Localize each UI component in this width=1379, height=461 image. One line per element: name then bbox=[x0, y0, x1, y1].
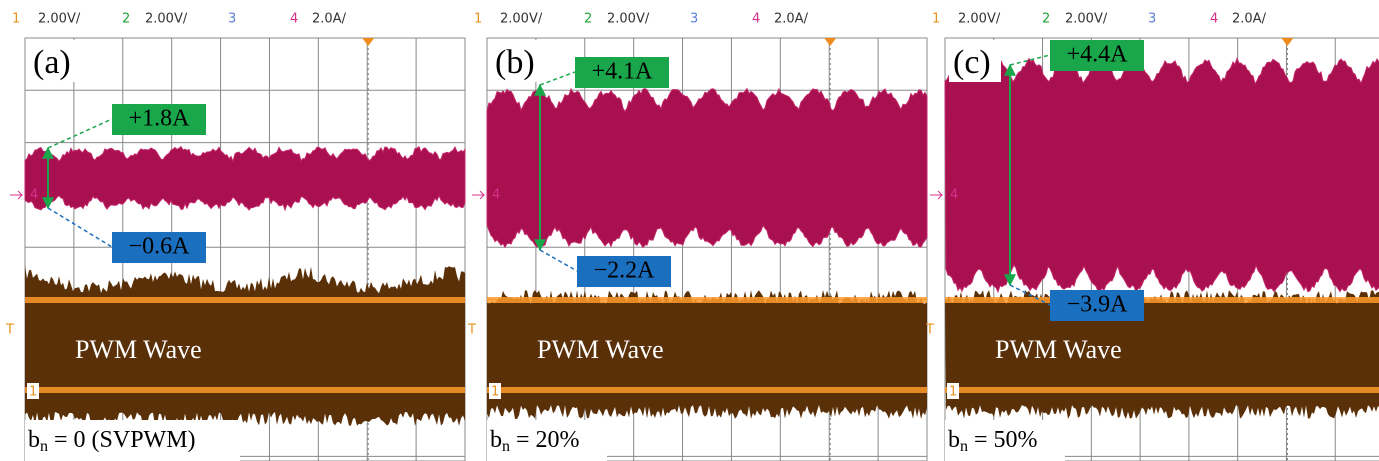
min-current: −0.6A bbox=[129, 234, 191, 260]
panel-label: (a) bbox=[33, 44, 71, 81]
ch4-arrow bbox=[10, 191, 22, 199]
max-current: +4.1A bbox=[592, 59, 654, 85]
wave-label: PWM Wave bbox=[537, 335, 664, 364]
ch1-marker: 1 bbox=[491, 385, 499, 400]
header-ch2-scale: 2.00V/ bbox=[145, 12, 188, 27]
pwm-level bbox=[25, 387, 465, 393]
header-ch3: 3 bbox=[1148, 12, 1156, 27]
header-ch1: 1 bbox=[474, 12, 482, 27]
header-ch2: 2 bbox=[584, 12, 592, 27]
scope-panel: 1 2.00V/2 2.00V/3 4 2.0A/4 T 1 (a) +1.8A −0.6A PWM… bbox=[5, 12, 465, 461]
bn-value: = 50% bbox=[968, 427, 1038, 453]
ch1-marker: 1 bbox=[29, 385, 37, 400]
max-current: +4.4A bbox=[1067, 42, 1129, 68]
current-wave bbox=[487, 89, 927, 248]
header-ch1: 1 bbox=[932, 12, 940, 27]
header-ch1: 1 bbox=[12, 12, 20, 27]
header-ch3: 3 bbox=[690, 12, 698, 27]
figure: 1 2.00V/2 2.00V/3 4 2.0A/4 T 1 (a) +1.8A −0.6A PWM… bbox=[0, 0, 1379, 461]
ch1-marker: 1 bbox=[949, 385, 957, 400]
bn-subscript: n bbox=[502, 438, 510, 455]
wave-label: PWM Wave bbox=[75, 335, 202, 364]
header-ch2-scale: 2.00V/ bbox=[607, 12, 650, 27]
bn-value: = 0 (SVPWM) bbox=[48, 427, 196, 453]
current-wave bbox=[25, 147, 465, 210]
max-current: +1.8A bbox=[129, 106, 191, 132]
scope-panel: 1 2.00V/2 2.00V/3 4 2.0A/4 T 1 (b) +4.1A −2.2A PWM… bbox=[467, 12, 927, 461]
header-ch1-scale: 2.00V/ bbox=[38, 12, 81, 27]
header-ch4-scale: 2.0A/ bbox=[1232, 12, 1267, 27]
bn-subscript: n bbox=[40, 438, 48, 455]
bn-symbol: b bbox=[28, 427, 40, 453]
pwm-level bbox=[487, 387, 927, 393]
min-current: −3.9A bbox=[1067, 292, 1129, 318]
header-ch1-scale: 2.00V/ bbox=[958, 12, 1001, 27]
header-ch2-scale: 2.00V/ bbox=[1065, 12, 1108, 27]
pwm-level bbox=[487, 297, 927, 303]
bn-label: bn = 0 (SVPWM) bbox=[28, 427, 196, 455]
ch4-arrow bbox=[930, 191, 942, 199]
ch4-marker: 4 bbox=[30, 188, 38, 203]
header-ch1-scale: 2.00V/ bbox=[500, 12, 543, 27]
bn-symbol: b bbox=[948, 427, 960, 453]
header-ch4: 4 bbox=[1210, 12, 1218, 27]
pwm-level bbox=[945, 297, 1379, 303]
bn-symbol: b bbox=[490, 427, 502, 453]
pwm-level bbox=[25, 297, 465, 303]
bn-subscript: n bbox=[960, 438, 968, 455]
ch4-arrow bbox=[472, 191, 484, 199]
pwm-level bbox=[945, 387, 1379, 393]
header-ch2: 2 bbox=[122, 12, 130, 27]
trigger-marker-label: T bbox=[467, 323, 476, 338]
bn-value: = 20% bbox=[510, 427, 580, 453]
header-ch3: 3 bbox=[228, 12, 236, 27]
wave-label: PWM Wave bbox=[995, 335, 1122, 364]
min-current: −2.2A bbox=[594, 258, 656, 284]
ch4-marker: 4 bbox=[492, 188, 500, 203]
panel-label: (b) bbox=[495, 44, 535, 81]
trigger-marker-label: T bbox=[5, 323, 14, 338]
panel-label: (c) bbox=[953, 44, 991, 81]
ch4-marker: 4 bbox=[950, 188, 958, 203]
header-ch2: 2 bbox=[1042, 12, 1050, 27]
header-ch4: 4 bbox=[290, 12, 298, 27]
header-ch4-scale: 2.0A/ bbox=[774, 12, 809, 27]
header-ch4: 4 bbox=[752, 12, 760, 27]
scope-panel: 1 2.00V/2 2.00V/3 4 2.0A/4 T 1 (c) +4.4A −3.9A PWM… bbox=[925, 12, 1379, 461]
trigger-marker-label: T bbox=[925, 323, 934, 338]
header-ch4-scale: 2.0A/ bbox=[312, 12, 347, 27]
